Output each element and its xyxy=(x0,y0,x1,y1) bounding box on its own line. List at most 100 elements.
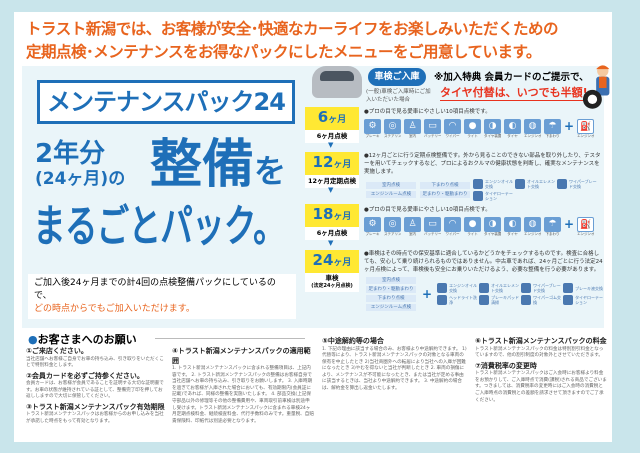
step-6-months: 6ヶ月 6ヶ月点検 xyxy=(305,107,359,143)
mechanic-illustration xyxy=(582,65,610,109)
option-item: ヘッドライト洗浄 xyxy=(437,295,477,305)
step-unit: ヶ月 xyxy=(333,160,352,170)
option-item: エンジンオイル交換 xyxy=(437,283,477,293)
checkup-chip: エンジンルーム点検 xyxy=(366,304,416,311)
option-icon xyxy=(473,191,483,201)
inspection-label: タイヤ xyxy=(507,232,518,236)
notice-title: ②会員カードを必ずご持参ください。 xyxy=(26,371,144,380)
inspection-item: ⚙ ブレーキ xyxy=(364,217,381,237)
step-month: 6 xyxy=(317,108,329,126)
inspection-item: ◐ タイヤ xyxy=(504,217,521,237)
step-label: 6ヶ月点検 xyxy=(316,229,348,237)
step-label: 12ヶ月定期点検 xyxy=(307,177,357,185)
perk-text: ※加入特典 会員カードのご提示で、 xyxy=(434,72,589,83)
notice-column-3: ⑤中途解約等の場合 1. 下記の理由に該当する場合のみ、お客様より中途解約できます… xyxy=(322,335,468,393)
inspection-label: ブレーキ xyxy=(365,232,380,236)
inspection-label: バッテリー xyxy=(424,232,441,236)
pack-title: メンテナンスパック24 xyxy=(37,80,295,124)
step-unit: ヶ月 xyxy=(333,258,352,268)
inspection-icon: ▭ xyxy=(424,119,441,134)
option-item: タイヤローテーション xyxy=(563,295,603,305)
inspection-icon: ◎ xyxy=(384,119,401,134)
step-sublabel: (法定24ヶ月点検) xyxy=(311,283,353,289)
inspection-icon: ⚙ xyxy=(364,119,381,134)
option-label: ブレーキ液交換 xyxy=(575,285,604,291)
inspection-icon: ▭ xyxy=(424,217,441,232)
headline-line-1: トラスト新潟では、お客様が安全･快適なカーライフをお楽しみいただくための xyxy=(26,20,558,38)
checkup-chips: 室内点検 足まわり・駆動まわり 下まわり点検 エンジンルーム点検 xyxy=(364,276,418,312)
step-24-detail: ●車検はその時点での保安基準に適合しているかどうかをチェックするものです。検査に… xyxy=(364,250,604,312)
plus-icon: + xyxy=(564,119,575,133)
inspection-item: ● ライト xyxy=(464,119,481,139)
inspection-icons: ⚙ブレーキ◎ステアリング装置♙室内▭バッテリー◠ワイパー●ライト◑タイヤ装置◐タ… xyxy=(364,119,604,139)
option-label: オイルエレメント交換 xyxy=(527,179,555,189)
step-desc: ●車検はその時点での保安基準に適合しているかどうかをチェックするものです。検査に… xyxy=(364,251,603,273)
inspection-icon: ● xyxy=(464,217,481,232)
inspection-label: ステアリング装置 xyxy=(384,232,401,236)
oil-change-label: エンジンオイル交換 xyxy=(577,232,595,236)
inspection-item: ● ライト xyxy=(464,217,481,237)
step-month: 18 xyxy=(312,205,334,223)
inspection-icon: ◎ xyxy=(384,217,401,232)
option-item: オイルエレメント交換 xyxy=(479,283,519,293)
duration-text: 2年分 (24ヶ月)の xyxy=(35,140,125,190)
option-label: エンジンオイル交換 xyxy=(449,283,478,293)
step-month: 12 xyxy=(312,153,334,171)
inspection-item: ♙ 室内 xyxy=(404,217,421,237)
inspection-label: エンジンオイル xyxy=(524,232,541,236)
plus-icon: + xyxy=(564,217,575,231)
inspection-item: ◎ステアリング装置 xyxy=(384,217,401,237)
months-text: (24ヶ月)の xyxy=(35,169,126,189)
option-label: エンジンオイル交換 xyxy=(485,179,513,189)
oil-change-item: ⛽エンジンオイル交換 xyxy=(577,119,595,139)
inspection-label: 下まわり xyxy=(545,134,560,138)
shaken-entry-sub: (一般)車検ご入庫時にご加入いただいた場合 xyxy=(366,89,431,103)
inspection-item: ☂ 下まわり xyxy=(544,119,561,139)
marugoto-pack-text: まるごとパック。 xyxy=(33,201,286,252)
inspection-label: エンジンオイル xyxy=(524,134,541,138)
option-label: ヘッドライト洗浄 xyxy=(449,295,478,305)
option-icon xyxy=(515,179,525,189)
checkup-chip: 足まわり・駆動まわり xyxy=(420,191,470,198)
option-label: オイルエレメント交換 xyxy=(491,283,520,293)
inspection-icon: ◑ xyxy=(484,217,501,232)
notice-body: 当社店舗へお客様ご自身でお車の持ち込み、引き取りをいただくことで特別料金とします… xyxy=(26,356,164,369)
oil-change-label: エンジンオイル交換 xyxy=(577,134,595,138)
notice-heading: ●お客さまへのお願い xyxy=(28,333,137,346)
step-label: 6ヶ月点検 xyxy=(316,132,348,140)
headline: トラスト新潟では、お客様が安全･快適なカーライフをお楽しみいただくための 定期点… xyxy=(26,18,558,64)
inspection-item: ◑ タイヤ装置 xyxy=(484,119,501,139)
option-icon xyxy=(557,179,567,189)
step-desc: ●12ヶ月ごとに行う定期点検整備です。外から見ることのできない部品を取り外したり… xyxy=(364,153,601,175)
option-label: ワイパーブレード交換 xyxy=(569,179,597,189)
notice-body: トラスト新潟メンテナンスパックはお客様からのお申し込みを当社が承諾した時点をもっ… xyxy=(26,412,164,425)
option-label: タイヤローテーション xyxy=(485,191,513,201)
inspection-label: 室内 xyxy=(409,232,416,236)
inspection-item: ☂ 下まわり xyxy=(544,217,561,237)
notice-body: 1. 下記の理由に該当する場合のみ、お客様より中途解約できます。 1)代替等によ… xyxy=(322,346,467,392)
maintenance-items: 室内点検 下まわり点検 エンジンルーム点検 足まわり・駆動まわり エンジンオイル交換 オイ… xyxy=(364,178,604,202)
headline-line-2: 定期点検･メンテナンスをお得なパックにしたメニューをご用意しています。 xyxy=(26,43,541,61)
inspection-icons: ⚙ブレーキ◎ステアリング装置♙室内▭バッテリー◠ワイパー●ライト◑タイヤ装置◐タ… xyxy=(364,217,604,237)
option-icon xyxy=(473,179,483,189)
inspection-icon: ♙ xyxy=(404,119,421,134)
step-desc: ●プロの目で見る愛車にやさしい10項目点検です。 xyxy=(364,207,491,213)
shaken-entry-bubble: 車検ご入庫 xyxy=(368,68,426,86)
inspection-item: ▭ バッテリー xyxy=(424,119,441,139)
inspection-icon: ⚙ xyxy=(364,217,381,232)
option-icon xyxy=(479,283,490,293)
oil-change-item: ⛽エンジンオイル交換 xyxy=(577,217,595,237)
inspection-label: タイヤ xyxy=(507,134,518,138)
perk-highlight: タイヤ付替は、いつでも半額! xyxy=(440,86,588,101)
inspection-item: ◑ タイヤ装置 xyxy=(484,217,501,237)
notice-title: ⑥トラスト新潟メンテナンスパックの料金 xyxy=(475,337,607,345)
step-label: 車検 xyxy=(325,274,339,282)
option-icon xyxy=(521,295,532,305)
step-18-months: 18ヶ月 6ヶ月点検 xyxy=(305,204,359,240)
notice-body: トラスト新潟メンテナンスパックの料金は特別割引料金となっていますので、他の割引制… xyxy=(475,346,604,359)
notice-column-1: ①ご来店ください。 当社店舗へお客様ご自身でお車の持ち込み、引き取りをいただくこと… xyxy=(26,345,166,426)
inspection-icon: ♙ xyxy=(404,217,421,232)
notice-heading-text: お客さまへのお願い xyxy=(37,333,137,346)
join-note: ご加入後24ヶ月までの計4回の点検整備パックにしているので、 どの時点からでもご… xyxy=(28,274,296,319)
option-icons: エンジンオイル交換 オイルエレメント交換 ワイパーブレード交換 ブレーキ液交換 ヘッドラ… xyxy=(436,282,606,306)
